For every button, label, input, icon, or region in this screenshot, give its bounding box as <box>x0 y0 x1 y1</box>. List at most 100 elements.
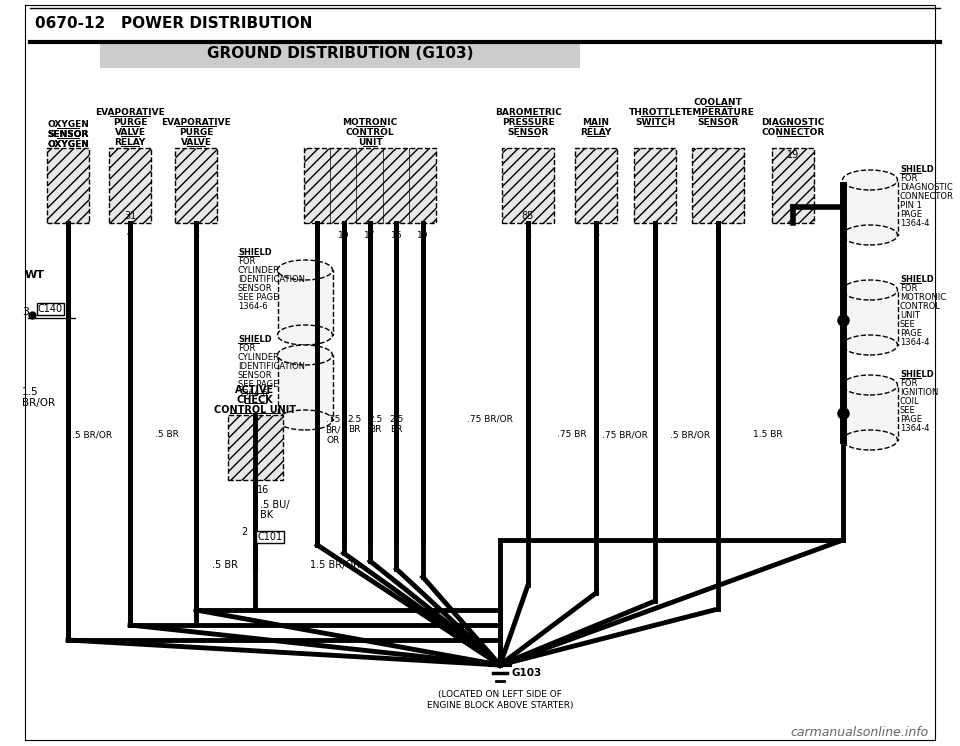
Text: 2.5
BR: 2.5 BR <box>347 415 361 434</box>
Bar <box>692 148 744 223</box>
Text: FOR: FOR <box>238 344 255 353</box>
Text: SEE PAGE: SEE PAGE <box>238 293 278 302</box>
Text: 2: 2 <box>652 229 659 239</box>
Ellipse shape <box>843 225 898 245</box>
Text: THROTTLE: THROTTLE <box>629 108 682 117</box>
Text: 10: 10 <box>338 231 349 240</box>
Text: IDENTIFICATION: IDENTIFICATION <box>238 275 305 284</box>
Text: COOLANT: COOLANT <box>694 98 742 107</box>
Text: SEE: SEE <box>900 320 916 329</box>
Text: BR/OR: BR/OR <box>22 398 55 408</box>
Text: 1364-6: 1364-6 <box>238 302 268 311</box>
Text: ENGINE BLOCK ABOVE STARTER): ENGINE BLOCK ABOVE STARTER) <box>427 701 573 710</box>
Text: SENSOR: SENSOR <box>47 130 88 139</box>
Text: SHIELD: SHIELD <box>900 275 934 284</box>
Text: SHIELD: SHIELD <box>900 370 934 379</box>
Text: SENSOR: SENSOR <box>507 128 549 137</box>
Text: 31: 31 <box>124 211 136 221</box>
Text: WT: WT <box>25 270 45 280</box>
Text: RELAY: RELAY <box>581 128 612 137</box>
Bar <box>575 148 617 223</box>
Bar <box>47 148 89 223</box>
Text: 3: 3 <box>593 229 599 239</box>
Bar <box>634 148 676 223</box>
Text: BAROMETRIC: BAROMETRIC <box>494 108 562 117</box>
Text: IGNITION: IGNITION <box>900 388 938 397</box>
Text: DIAGNOSTIC: DIAGNOSTIC <box>761 118 825 127</box>
Bar <box>843 385 898 440</box>
Text: 1364-6: 1364-6 <box>238 389 268 398</box>
Text: CONNECTOR: CONNECTOR <box>761 128 825 137</box>
Text: SENSOR: SENSOR <box>238 371 273 380</box>
Bar <box>228 415 283 480</box>
Text: CYLINDER: CYLINDER <box>238 266 280 275</box>
Text: PAGE: PAGE <box>900 329 922 338</box>
Text: 2.5
BR: 2.5 BR <box>368 415 382 434</box>
Text: FOR: FOR <box>900 174 918 183</box>
Text: G103: G103 <box>512 668 542 678</box>
Bar <box>277 270 332 335</box>
Text: DIAGNOSTIC: DIAGNOSTIC <box>900 183 952 192</box>
Bar <box>502 148 554 223</box>
Text: CYLINDER: CYLINDER <box>238 353 280 362</box>
Text: .75 BR/OR: .75 BR/OR <box>468 415 513 424</box>
Text: 4: 4 <box>127 229 133 239</box>
Text: 19: 19 <box>417 231 428 240</box>
Text: 85: 85 <box>522 211 534 221</box>
Text: PIN 1: PIN 1 <box>900 201 922 210</box>
Text: SEE: SEE <box>900 406 916 415</box>
Ellipse shape <box>843 280 898 300</box>
Text: PAGE: PAGE <box>900 415 922 424</box>
Text: carmanualsonline.info: carmanualsonline.info <box>790 726 928 739</box>
Text: ACTIVE: ACTIVE <box>235 385 275 395</box>
Text: IDENTIFICATION: IDENTIFICATION <box>238 362 305 371</box>
Text: CONTROL UNIT: CONTROL UNIT <box>214 405 296 415</box>
Text: SHIELD: SHIELD <box>238 248 272 257</box>
Text: 2.5
BR: 2.5 BR <box>389 415 403 434</box>
Text: .5 BR: .5 BR <box>212 560 238 570</box>
Text: SEE PAGE: SEE PAGE <box>238 380 278 389</box>
Text: 0670-12   POWER DISTRIBUTION: 0670-12 POWER DISTRIBUTION <box>35 16 312 31</box>
Text: 2: 2 <box>525 229 531 239</box>
Text: MOTRONIC: MOTRONIC <box>343 118 397 127</box>
Text: SENSOR: SENSOR <box>47 130 88 139</box>
Text: CONTROL: CONTROL <box>900 302 941 311</box>
Text: .5 BR/OR: .5 BR/OR <box>670 430 710 439</box>
Text: GROUND DISTRIBUTION (G103): GROUND DISTRIBUTION (G103) <box>206 46 473 61</box>
Text: 19: 19 <box>787 150 799 160</box>
Ellipse shape <box>843 430 898 450</box>
Ellipse shape <box>277 260 332 280</box>
Text: PAGE: PAGE <box>900 210 922 219</box>
Bar <box>772 148 814 223</box>
Text: SENSOR: SENSOR <box>47 130 88 139</box>
Text: CHECK: CHECK <box>236 395 274 405</box>
Text: UNIT: UNIT <box>900 311 920 320</box>
Text: EVAPORATIVE: EVAPORATIVE <box>95 108 165 117</box>
Text: PRESSURE: PRESSURE <box>502 118 554 127</box>
Text: 2: 2 <box>193 229 199 239</box>
Text: 1.5 BR: 1.5 BR <box>754 430 782 439</box>
Bar <box>109 148 151 223</box>
Text: CONNECTOR: CONNECTOR <box>900 192 954 201</box>
Bar <box>304 148 436 223</box>
Text: UNIT: UNIT <box>358 138 382 147</box>
Text: SENSOR: SENSOR <box>238 284 273 293</box>
Bar <box>277 355 332 420</box>
Text: PURGE: PURGE <box>179 128 213 137</box>
Text: (LOCATED ON LEFT SIDE OF: (LOCATED ON LEFT SIDE OF <box>438 690 562 699</box>
Text: 1: 1 <box>715 229 721 239</box>
Text: 1364-4: 1364-4 <box>900 424 929 433</box>
Text: 16: 16 <box>391 231 402 240</box>
Text: .5 BU/: .5 BU/ <box>260 500 290 510</box>
Text: C101: C101 <box>257 532 282 542</box>
Text: FOR: FOR <box>900 284 918 293</box>
Ellipse shape <box>843 375 898 395</box>
Text: VALVE: VALVE <box>114 128 146 137</box>
Text: EVAPORATIVE: EVAPORATIVE <box>161 118 230 127</box>
Ellipse shape <box>277 345 332 365</box>
Text: BK: BK <box>260 510 274 520</box>
Text: SWITCH: SWITCH <box>635 118 675 127</box>
Text: 3: 3 <box>22 307 29 317</box>
Text: MOTRONIC: MOTRONIC <box>900 293 947 302</box>
Text: OXYGEN: OXYGEN <box>47 120 89 129</box>
